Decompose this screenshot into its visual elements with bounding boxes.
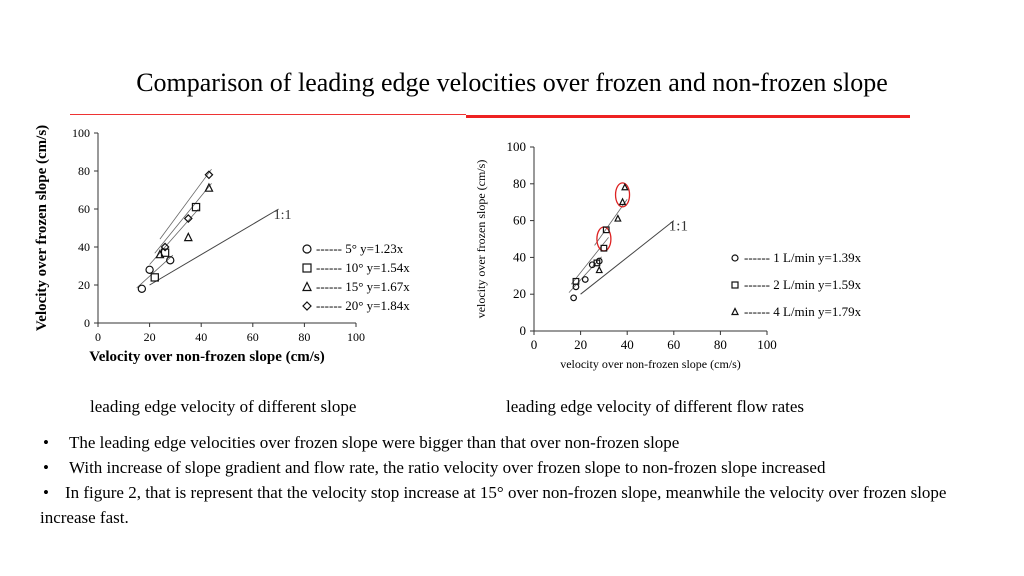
legend-marker — [302, 263, 312, 273]
data-point — [595, 265, 604, 274]
legend-label: ------ 10° y=1.54x — [316, 260, 410, 275]
data-point — [570, 294, 578, 302]
legend-marker — [302, 244, 312, 254]
data-point — [155, 249, 165, 259]
reference-line-label: 1:1 — [274, 208, 292, 223]
x-tick-label: 60 — [247, 330, 259, 344]
bullet-glyph: • — [43, 483, 49, 502]
data-point — [618, 197, 627, 206]
fit-line — [136, 254, 174, 289]
legend-label: ------ 1 L/min y=1.39x — [744, 250, 862, 265]
y-axis-title: Velocity over frozen slope (cm/s) — [34, 125, 50, 331]
legend-marker — [302, 281, 312, 292]
bullet-list: • The leading edge velocities over froze… — [40, 430, 990, 530]
x-tick-label: 80 — [714, 337, 727, 352]
bullet-item: • In figure 2, that is represent that the… — [40, 480, 990, 530]
data-point — [572, 277, 580, 285]
fit-line — [568, 256, 602, 293]
bullet-glyph: • — [43, 458, 49, 477]
legend-marker — [731, 281, 739, 289]
reference-line — [149, 208, 279, 286]
y-tick-label: 0 — [84, 316, 90, 330]
bullet-text: The leading edge velocities over frozen … — [69, 433, 680, 452]
y-tick-label: 40 — [78, 240, 90, 254]
y-tick-label: 100 — [507, 139, 527, 154]
x-tick-label: 20 — [574, 337, 587, 352]
legend-marker — [302, 301, 312, 311]
title-underline-left — [70, 114, 466, 115]
data-point — [137, 284, 147, 293]
slope-velocity-chart: 0 20 40 60 80 100 0 20 40 60 80 100 Velocity over no… — [34, 125, 410, 365]
data-point — [191, 202, 201, 212]
y-tick-label: 60 — [78, 202, 90, 216]
bullet-glyph: • — [43, 433, 49, 452]
title-underline-right — [466, 115, 910, 118]
x-tick-label: 0 — [531, 337, 538, 352]
data-point — [166, 256, 175, 265]
legend-label: ------ 2 L/min y=1.59x — [744, 277, 862, 292]
x-tick-label: 40 — [195, 330, 207, 344]
x-axis-title: velocity over non-frozen slope (cm/s) — [560, 357, 741, 371]
data-point — [160, 242, 170, 252]
y-tick-label: 60 — [513, 213, 526, 228]
data-point — [581, 276, 589, 283]
x-tick-label: 40 — [621, 337, 634, 352]
x-tick-label: 20 — [144, 330, 156, 344]
bullet-text: With increase of slope gradient and flow… — [69, 458, 826, 477]
legend-label: ------ 4 L/min y=1.79x — [744, 304, 862, 319]
x-tick-label: 0 — [95, 330, 101, 344]
y-tick-label: 20 — [78, 278, 90, 292]
data-point — [145, 265, 154, 274]
data-point — [183, 214, 193, 223]
caption-right: leading edge velocity of different flow … — [506, 397, 805, 416]
slide-title: Comparison of leading edge velocities ov… — [136, 68, 888, 97]
x-tick-label: 80 — [298, 330, 310, 344]
data-point — [614, 214, 622, 222]
bullet-item: • The leading edge velocities over froze… — [40, 430, 990, 455]
caption-left: leading edge velocity of different slope — [90, 397, 357, 416]
y-tick-label: 80 — [78, 164, 90, 178]
y-tick-label: 100 — [72, 126, 90, 140]
data-point — [600, 244, 608, 252]
flow-rate-velocity-chart: 0 20 40 60 80 100 0 20 40 60 80 100 velocity over no… — [474, 139, 862, 371]
legend-label: ------ 15° y=1.67x — [316, 279, 410, 294]
x-tick-label: 100 — [757, 337, 777, 352]
x-axis-title: Velocity over non-frozen slope (cm/s) — [89, 349, 325, 365]
legend-label: ------ 20° y=1.84x — [316, 298, 410, 313]
reference-line — [580, 220, 675, 295]
fit-line — [159, 168, 212, 240]
highlight-ellipse — [614, 182, 631, 208]
legend-marker — [731, 254, 739, 262]
data-point — [588, 261, 596, 269]
data-point — [602, 226, 610, 234]
data-point — [204, 182, 214, 192]
y-tick-label: 40 — [513, 249, 526, 264]
x-tick-label: 60 — [667, 337, 680, 352]
data-point — [593, 259, 601, 267]
x-tick-label: 100 — [347, 330, 365, 344]
y-tick-label: 80 — [513, 176, 526, 191]
data-point — [621, 182, 629, 191]
y-axis-title: velocity over frozen slope (cm/s) — [474, 160, 488, 319]
data-point — [183, 232, 193, 242]
legend-marker — [731, 307, 739, 316]
legend-label: ------ 5° y=1.23x — [316, 241, 404, 256]
data-point — [150, 273, 159, 282]
bullet-item: • With increase of slope gradient and fl… — [40, 455, 990, 480]
reference-line-label: 1:1 — [669, 219, 688, 235]
data-point — [204, 170, 214, 180]
fit-line — [154, 183, 212, 254]
bullet-text: In figure 2, that is represent that the … — [40, 483, 947, 527]
y-tick-label: 0 — [520, 323, 527, 338]
y-tick-label: 20 — [513, 286, 526, 301]
